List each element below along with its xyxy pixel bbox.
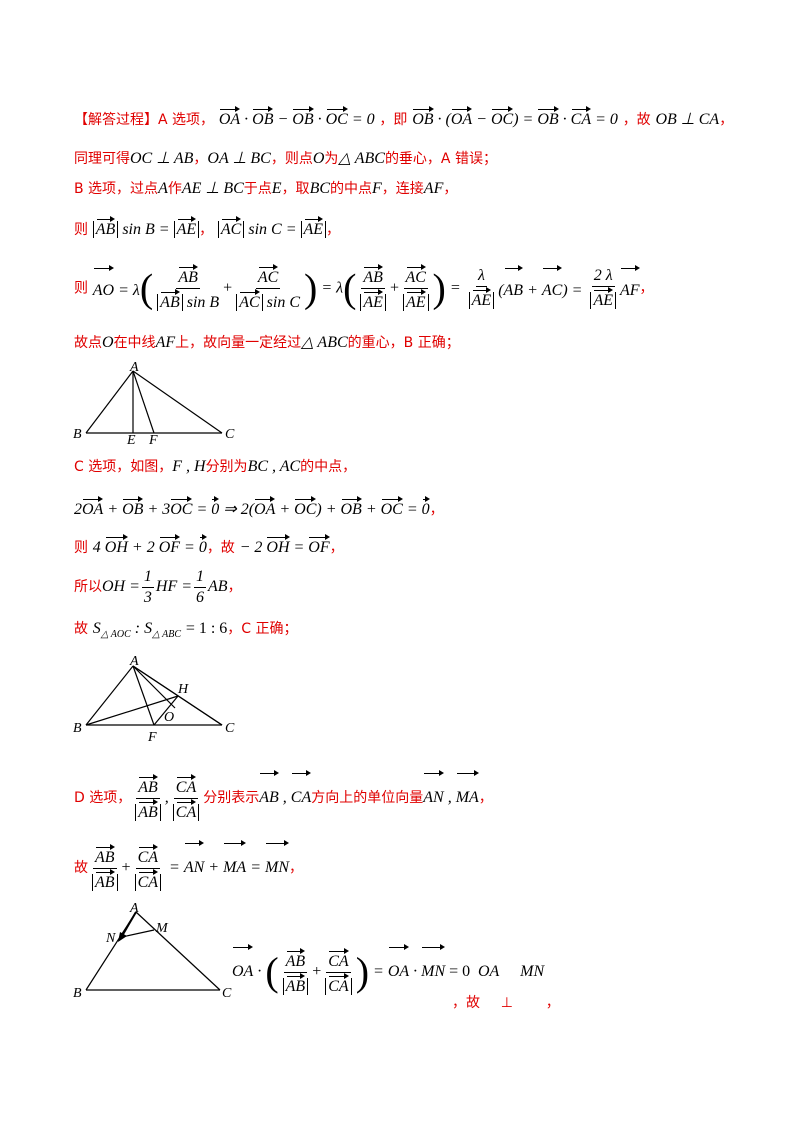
figure-triangle-unit-vectors: A B C N M — [73, 901, 232, 1001]
vector-oa: OA — [219, 106, 241, 130]
figure-triangle-point-o: A B C F H O — [73, 654, 235, 745]
line-d-final: ，故 ⊥ ， — [452, 995, 560, 1011]
point-b-label: B — [73, 721, 82, 736]
point-o-label: O — [164, 710, 174, 725]
line-c-option: C 选项，如图，F , H分别为BC , AC的中点， — [74, 458, 357, 475]
point-b-label: B — [73, 986, 82, 1001]
point-e-label: E — [126, 433, 136, 448]
point-c-label: C — [225, 427, 235, 442]
line-unit-vector-sum: 故 AB AB + CA CA = AN + MA = MN， — [74, 840, 303, 893]
line-area-ratio: 故 S△ AOC : S△ ABC = 1 : 6，C 正确； — [74, 620, 298, 640]
point-c-label: C — [222, 986, 232, 1001]
point-b-label: B — [73, 427, 82, 442]
point-h-label: H — [177, 682, 189, 697]
line-d-residual: OA MN — [478, 963, 545, 980]
line-d-conclusion: OA · (AB AB + CA CA) = OA · MN = 0 — [232, 944, 470, 997]
line-vector-sum: 2OA + OB + 3OC = 0 ⇒ 2(OA + OC) + OB + O… — [74, 496, 444, 520]
figure-triangle-altitude-median: A B C E F — [73, 360, 235, 448]
point-m-label: M — [155, 921, 169, 936]
point-f-label: F — [147, 730, 157, 745]
point-a-label: A — [129, 360, 139, 375]
line-oh-ratio: 所以OH = 1 3 HF = 1 6 AB， — [74, 567, 242, 606]
point-c-label: C — [225, 721, 235, 736]
point-n-label: N — [105, 931, 116, 946]
line-ao-expression: 则 AO = λ(AB AB sin B + AC AC sin C) = λ(AB AE… — [74, 264, 654, 311]
line-oh-of: 则 4 OH + 2 OF = 0，故 − 2 OH = OF， — [74, 534, 344, 558]
line-orthocenter: 同理可得OC ⊥ AB，OA ⊥ BC，则点O为△ ABC的垂心，A 错误； — [74, 150, 497, 167]
point-f-label: F — [148, 433, 158, 448]
line-d-option: D 选项， AB AB, CA CA 分别表示AB , CA方向上的单位向量AN , MA… — [74, 770, 493, 823]
point-a-label: A — [129, 654, 139, 669]
line-b-option: B 选项，过点A作AE ⊥ BC于点E，取BC的中点F，连接AF， — [74, 180, 458, 197]
solution-label: 【解答过程】A 选项， — [74, 112, 215, 128]
line-centroid: 故点O在中线AF上，故向量一定经过△ ABC的重心，B 正确； — [74, 334, 460, 351]
line-sine-relation: 则 AB sin B = AE， AC sin C = AE， — [74, 216, 340, 240]
point-a-label: A — [129, 901, 139, 916]
line-a-option: 【解答过程】A 选项， OA · OB − OB · OC = 0 ，即 OB … — [74, 106, 733, 130]
